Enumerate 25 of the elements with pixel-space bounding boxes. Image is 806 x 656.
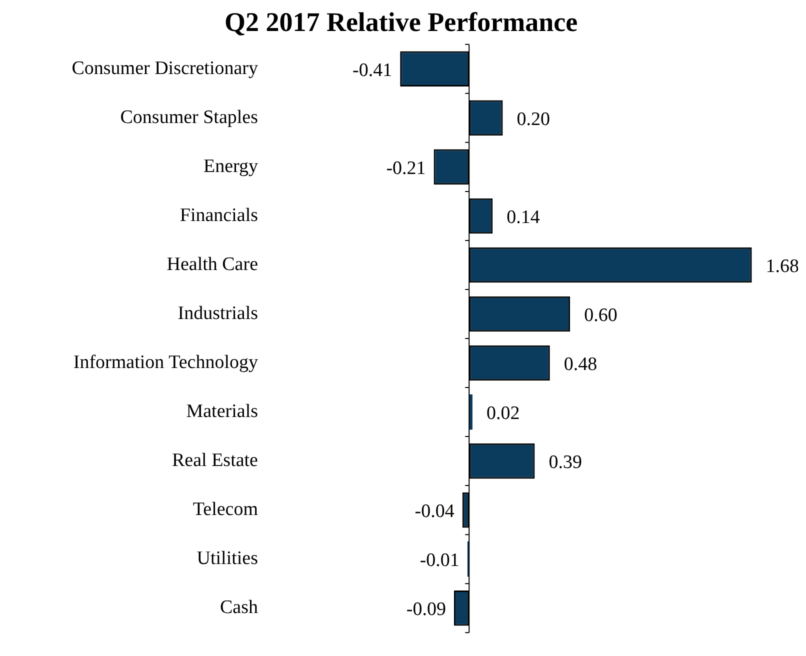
data-label: 0.20 <box>516 108 550 130</box>
chart-title: Q2 2017 Relative Performance <box>224 7 578 38</box>
data-label: -0.04 <box>414 501 455 522</box>
y-tick-label: Industrials <box>178 302 258 324</box>
y-tick-label: Telecom <box>192 499 258 520</box>
data-label: -0.01 <box>420 550 460 572</box>
y-tick-label: Utilities <box>196 548 258 570</box>
data-label: 0.60 <box>584 304 618 326</box>
data-label: 1.68 <box>766 256 800 277</box>
y-tick-label: Energy <box>203 156 258 177</box>
y-tick-label: Real Estate <box>172 450 258 472</box>
data-label: 0.48 <box>564 354 598 375</box>
data-label: 0.39 <box>548 452 582 474</box>
y-tick-label: Consumer Staples <box>120 106 258 128</box>
y-tick-label: Consumer Discretionary <box>72 58 258 79</box>
y-tick-label: Information Technology <box>73 352 258 373</box>
data-label: -0.09 <box>406 599 446 620</box>
y-tick-label: Cash <box>220 597 258 618</box>
y-tick-label: Health Care <box>166 254 258 275</box>
y-tick-label: Financials <box>180 204 258 226</box>
data-label: -0.21 <box>386 158 426 179</box>
data-label: 0.14 <box>506 206 540 228</box>
data-label: 0.02 <box>486 403 520 424</box>
data-label: -0.41 <box>352 60 392 81</box>
y-tick-label: Materials <box>186 401 258 422</box>
